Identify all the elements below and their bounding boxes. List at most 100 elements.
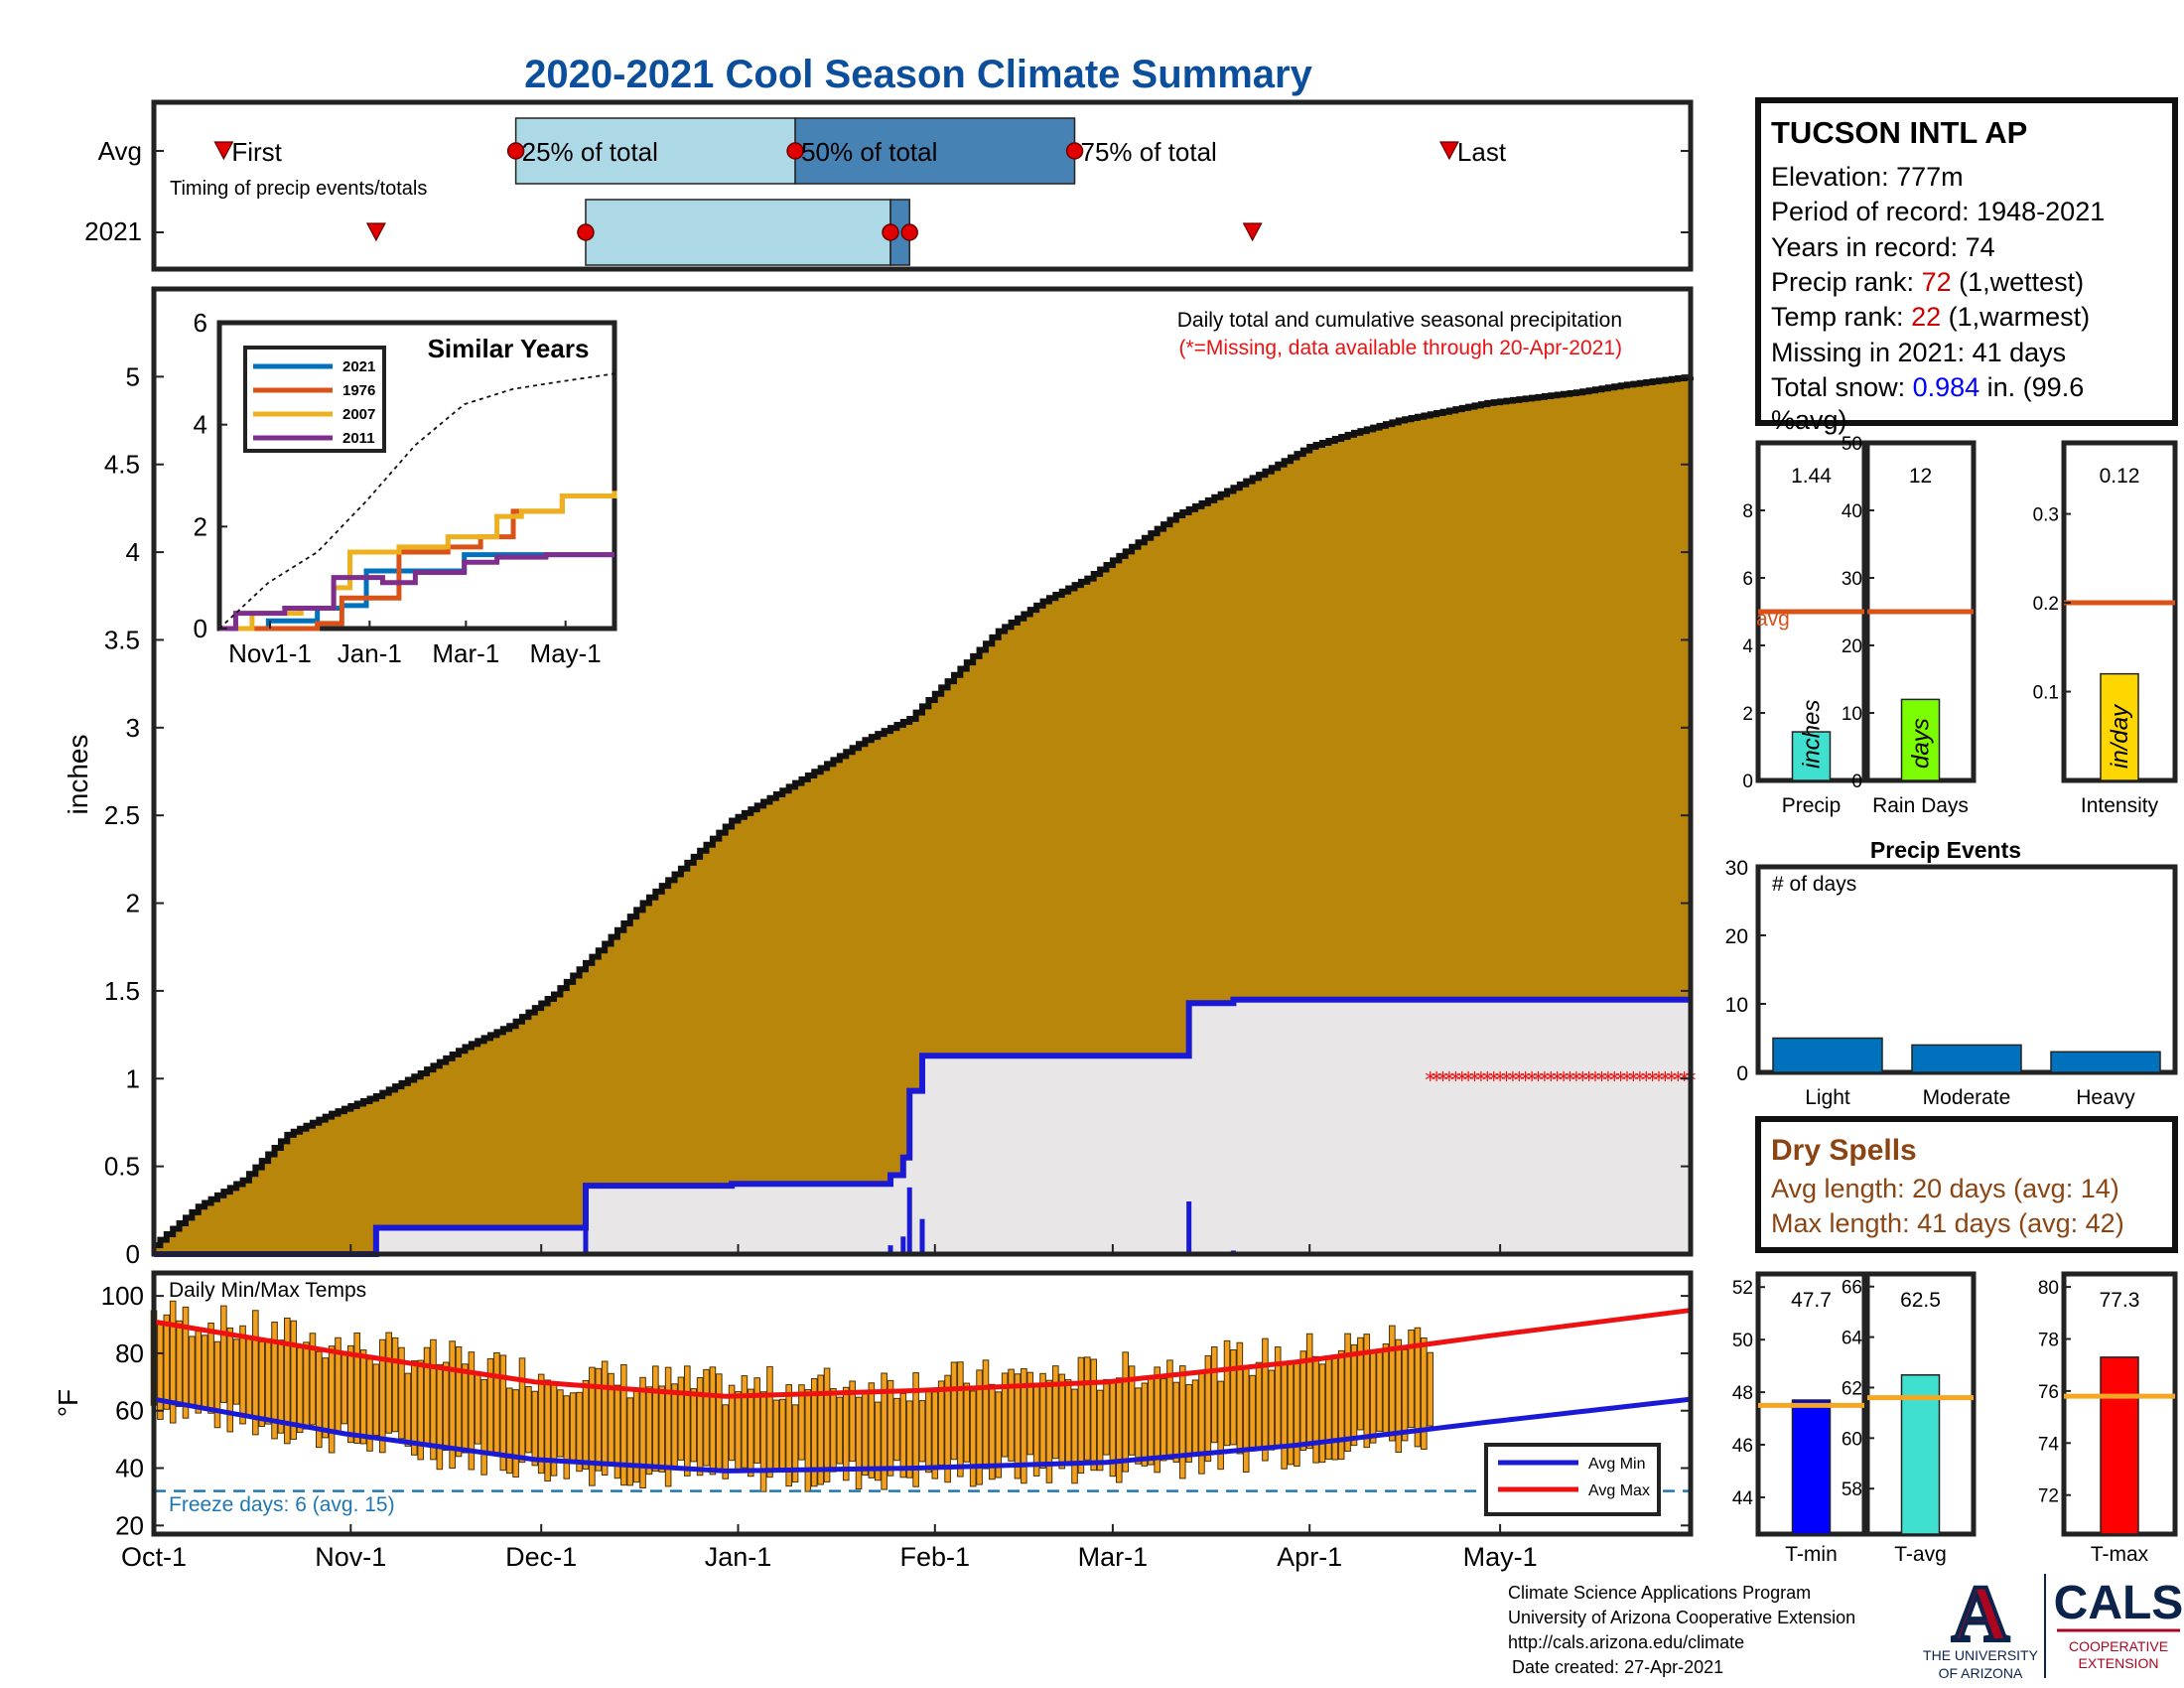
inset-axes: 0 2 4 6 Nov1-1 Jan-1 Mar-1 May-1 [194, 308, 602, 668]
temp-summary-bar [1791, 1399, 1832, 1535]
inset-title: Similar Years [428, 334, 590, 363]
daily-temp-bar [378, 1338, 386, 1454]
daily-temp-bar [963, 1382, 971, 1463]
daily-temp-bar [1287, 1360, 1295, 1466]
daily-temp-bar [1421, 1336, 1428, 1451]
dry-avg-length: Avg length: 20 days (avg: 14) [1771, 1174, 2119, 1203]
daily-temp-bar [1242, 1365, 1250, 1473]
timing-percentile-marker [577, 223, 595, 241]
missing-marker: * [1660, 1068, 1671, 1093]
timing-box-25-50 [585, 199, 891, 266]
missing-marker: * [1546, 1068, 1557, 1093]
daily-precip-bar [919, 1218, 925, 1254]
daily-temp-bar [836, 1396, 844, 1465]
temps-frame [151, 1270, 1694, 1537]
events-title: Precip Events [1870, 837, 2021, 863]
summary-ytick-label: 8 [1742, 501, 1753, 522]
x-tick-label: Jan-1 [705, 1542, 772, 1572]
daily-temp-bar [1255, 1361, 1263, 1451]
missing-marker: * [1463, 1068, 1474, 1093]
temps-ytick-label: 60 [115, 1396, 144, 1426]
timing-percentile-marker [882, 223, 899, 241]
daily-temp-bar [620, 1363, 627, 1486]
temps-panel: 20 40 60 80 100 °F Daily Min/Max Temps Freez… [53, 1244, 1694, 1572]
daily-temp-bar [1210, 1346, 1218, 1444]
first-label: First [231, 137, 282, 167]
daily-temp-bar [1154, 1366, 1160, 1474]
daily-temp-bar [716, 1373, 723, 1473]
missing-marker: * [1570, 1068, 1581, 1093]
timing-first-last-marker [1438, 141, 1459, 161]
daily-temp-bar [328, 1345, 336, 1454]
inset-series-line [219, 491, 617, 632]
daily-temp-bar [252, 1310, 259, 1436]
missing-marker: * [1488, 1068, 1499, 1093]
cals-logo: CALS [2054, 1577, 2184, 1629]
daily-temp-bar [563, 1395, 571, 1479]
daily-temp-bar [201, 1335, 208, 1409]
total-snow-pct: %avg) [1771, 405, 1847, 435]
summary-ytick-label: 0 [1742, 772, 1753, 792]
daily-temp-bar [735, 1391, 742, 1473]
daily-temp-bar [271, 1322, 278, 1440]
missing-marker: * [1425, 1068, 1435, 1093]
logo-text2: OF ARIZONA [1939, 1665, 2023, 1681]
inset-xtick-label: Mar-1 [432, 638, 499, 668]
timing-first-last-marker [1242, 222, 1263, 242]
daily-temp-bar [1223, 1339, 1231, 1447]
missing-marker: * [1609, 1068, 1620, 1093]
events-ytick-label: 0 [1736, 1062, 1748, 1085]
footer: Climate Science Applications Program Uni… [1508, 1569, 2184, 1681]
inset-legend-items: 2021 1976 2007 2011 [253, 358, 375, 447]
daily-temp-bar [830, 1388, 837, 1473]
missing-marker: * [1475, 1068, 1486, 1093]
daily-temp-bar [1084, 1356, 1091, 1461]
daily-temp-bar [989, 1383, 996, 1480]
x-tick-label: Feb-1 [900, 1542, 971, 1572]
daily-temp-bar [576, 1391, 583, 1473]
inset-ytick-label: 6 [194, 308, 207, 338]
station-frame [1755, 97, 2178, 426]
inset-legend-label: 2007 [342, 406, 375, 423]
missing-marker: * [1628, 1068, 1639, 1093]
daily-temp-bar [1160, 1378, 1167, 1462]
daily-temp-bar [1369, 1352, 1377, 1444]
missing-marker: * [1641, 1068, 1652, 1093]
missing-marker: * [1673, 1068, 1684, 1093]
temp-summary-ytick-label: 66 [1842, 1278, 1862, 1299]
daily-temp-bar [474, 1373, 481, 1445]
summary-bar-label: Rain Days [1872, 794, 1969, 817]
legend-min-label: Avg Min [1588, 1456, 1646, 1473]
daily-temp-bar [614, 1384, 621, 1479]
missing-marker: * [1647, 1068, 1658, 1093]
events-ytick-label: 30 [1725, 857, 1748, 880]
daily-temp-bar [1096, 1389, 1104, 1472]
daily-temp-bar [436, 1363, 444, 1471]
summary-bar-value: 12 [1909, 465, 1932, 488]
summary-ytick-label: 6 [1742, 569, 1753, 590]
precip-ytick-label: 1 [126, 1063, 140, 1093]
p75-label: 75% of total [1081, 137, 1217, 167]
daily-temp-bar [220, 1305, 227, 1403]
precip-ytick-label: 5 [126, 361, 140, 391]
missing-marker: * [1559, 1068, 1570, 1093]
daily-temp-bar [862, 1392, 869, 1477]
summary-avg-label: avg [1756, 608, 1790, 631]
daily-temp-bar [518, 1357, 526, 1464]
daily-temp-bar [995, 1391, 1003, 1478]
temp-summary-ytick-label: 58 [1842, 1479, 1862, 1500]
temp-summary-ytick-label: 72 [2038, 1486, 2059, 1507]
daily-temp-bar [346, 1344, 354, 1444]
daily-temp-bar [1389, 1325, 1396, 1442]
summary-bars: 1.44 inches Precip 0 2 4 6 8 avg 12 days Rain Days 0… [1742, 434, 2178, 817]
cumulative-avg-outline [154, 374, 1694, 1249]
temp-summary-bars: 47.7 T-min 44 46 48 50 52 62.5 T-avg 58 60 62 64 66 77… [1732, 1271, 2178, 1566]
temp-summary-ytick-label: 46 [1732, 1436, 1753, 1457]
daily-temp-bar [1058, 1373, 1066, 1470]
daily-temp-bar [1262, 1337, 1269, 1462]
missing-marker: * [1527, 1068, 1538, 1093]
temps-ylabel: °F [53, 1389, 83, 1417]
events-bar [1772, 1037, 1883, 1073]
footer-line3: http://cals.arizona.edu/climate [1508, 1632, 1744, 1652]
daily-temp-bar [1135, 1387, 1142, 1465]
